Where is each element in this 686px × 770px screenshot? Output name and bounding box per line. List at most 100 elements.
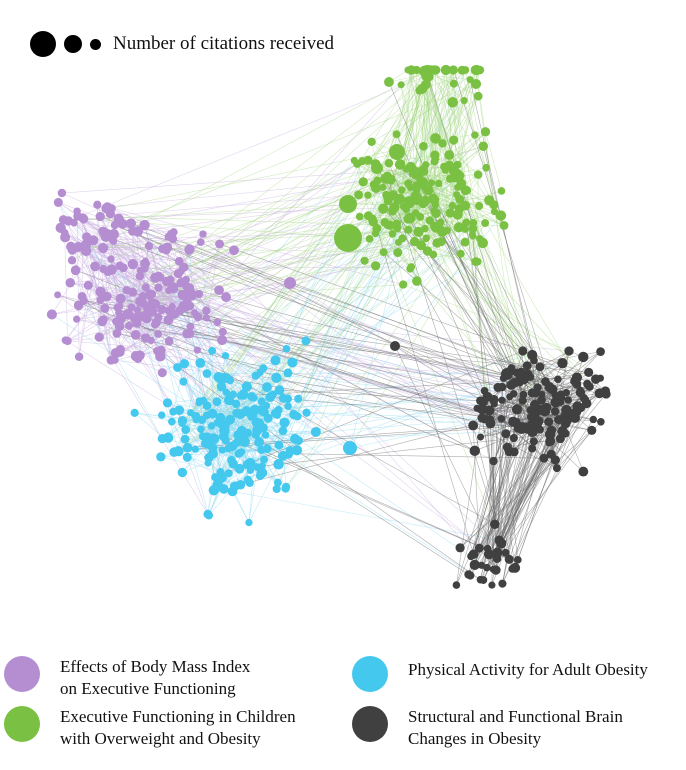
network-edge	[64, 232, 68, 341]
network-node-bmi	[66, 241, 76, 252]
legend-label-brain: Structural and Functional Brain Changes i…	[408, 707, 623, 748]
network-node-pa	[257, 405, 268, 416]
network-node-brain	[541, 377, 550, 386]
network-edge	[470, 448, 533, 576]
network-edge	[169, 310, 570, 352]
network-node-bmi	[115, 293, 126, 304]
network-node-pa	[207, 408, 218, 419]
network-node-pa	[168, 417, 176, 426]
network-node-child	[370, 261, 381, 271]
network-node-bmi	[284, 277, 296, 289]
network-node-bmi	[83, 280, 93, 290]
network-edge	[285, 215, 502, 489]
network-node-bmi	[202, 314, 211, 322]
network-node-bmi	[218, 327, 227, 336]
network-edge	[430, 69, 465, 101]
network-edge	[200, 242, 221, 473]
network-node-pa	[232, 437, 242, 447]
network-node-brain	[530, 356, 538, 365]
network-node-pa	[235, 448, 244, 458]
network-edge	[435, 69, 468, 191]
network-edge	[116, 333, 491, 420]
network-node-bmi	[188, 289, 197, 298]
network-node-brain	[476, 433, 485, 441]
network-node-bmi	[162, 242, 173, 253]
network-node-pa	[281, 420, 289, 428]
network-edge	[284, 200, 417, 423]
network-node-bmi	[110, 221, 119, 230]
network-node-pa	[221, 352, 230, 360]
network-node-pa	[262, 444, 272, 454]
network-node-child	[365, 235, 374, 243]
network-node-child	[367, 137, 376, 146]
network-node-child	[394, 194, 403, 203]
network-node-child	[462, 186, 472, 195]
network-edge	[426, 69, 434, 199]
network-node-bmi	[73, 300, 84, 311]
network-edge	[429, 74, 471, 80]
network-node-child	[417, 177, 429, 188]
network-node-child	[430, 133, 441, 144]
network-node-pa	[293, 412, 302, 421]
network-node-pa	[231, 399, 241, 409]
network-node-bmi	[93, 200, 102, 209]
network-edge	[65, 291, 101, 341]
network-node-child	[406, 183, 415, 192]
legend-label-pa: Physical Activity for Adult Obesity	[408, 660, 648, 679]
network-edge	[183, 305, 504, 379]
network-edge	[100, 216, 388, 226]
network-edge	[185, 307, 529, 431]
size-legend-label: Number of citations received	[113, 33, 335, 54]
network-node-bmi	[147, 298, 157, 308]
network-node-brain	[526, 372, 535, 381]
network-node-child	[481, 219, 490, 228]
network-node-child	[416, 240, 427, 251]
network-node-brain	[583, 379, 592, 389]
network-node-bmi	[53, 197, 63, 207]
network-node-pa	[181, 425, 191, 435]
network-node-brain	[474, 543, 484, 553]
network-node-pa	[271, 372, 282, 384]
network-node-bmi	[100, 303, 110, 313]
network-node-pa	[218, 446, 226, 454]
network-node-child	[392, 130, 401, 139]
network-node-child	[431, 201, 440, 209]
network-node-child	[477, 237, 488, 249]
network-node-bmi	[154, 313, 163, 322]
network-edge	[465, 222, 490, 411]
network-edge	[78, 275, 159, 306]
network-node-pa	[277, 450, 288, 461]
network-node-child	[490, 207, 499, 216]
network-node-brain	[509, 433, 518, 443]
network-node-bmi	[65, 278, 75, 288]
network-node-bmi	[166, 275, 175, 284]
network-node-brain	[479, 414, 490, 424]
network-edge	[435, 95, 479, 139]
network-node-bmi	[63, 216, 74, 226]
network-node-bmi	[146, 292, 155, 301]
network-edge	[191, 282, 291, 297]
network-node-pa	[258, 462, 266, 470]
network-node-brain	[469, 445, 480, 457]
network-node-brain	[528, 444, 537, 453]
legend-dot-brain	[352, 706, 388, 742]
network-node-bmi	[154, 283, 163, 292]
network-edge	[137, 309, 545, 412]
network-edge	[427, 69, 487, 168]
network-node-brain	[489, 565, 497, 573]
network-node-brain	[482, 391, 493, 402]
network-node-brain	[578, 466, 589, 477]
network-node-pa	[202, 369, 212, 378]
network-node-pa	[218, 420, 227, 430]
network-node-child	[432, 238, 442, 248]
network-node-pa	[273, 459, 284, 470]
legend-item-pa: Physical Activity for Adult Obesity	[352, 656, 648, 692]
network-node-child	[354, 190, 364, 200]
legend-dot-pa	[352, 656, 388, 692]
network-node-brain	[554, 375, 562, 384]
network-node-child	[445, 208, 455, 218]
network-edge	[349, 222, 486, 449]
network-edge	[181, 237, 427, 283]
network-edge	[75, 270, 120, 353]
network-node-brain	[600, 386, 610, 396]
